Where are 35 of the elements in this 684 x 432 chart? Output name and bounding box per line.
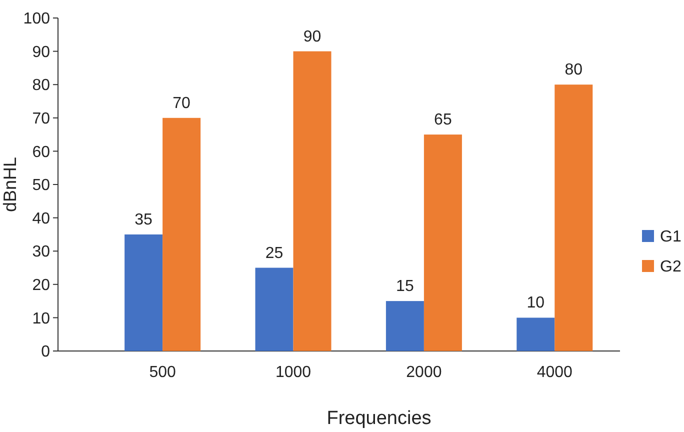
data-label: 80 (564, 62, 583, 79)
y-tick-label: 60 (32, 144, 50, 161)
y-tick-label: 20 (32, 277, 50, 294)
y-tick-label: 0 (41, 344, 50, 361)
data-label: 25 (265, 244, 284, 262)
bar (516, 318, 555, 351)
x-tick-label: 1000 (275, 364, 312, 381)
bar (293, 51, 332, 351)
bar (124, 234, 163, 351)
y-tick-label: 90 (32, 44, 50, 61)
y-tick-label: 50 (32, 177, 50, 194)
y-tick-label: 80 (32, 77, 50, 94)
x-tick-label: 500 (149, 364, 176, 381)
legend-label: G1 (660, 228, 682, 246)
y-axis-title: dBnHL (0, 156, 20, 212)
bar (162, 118, 201, 351)
data-label: 70 (172, 94, 191, 112)
y-tick-label: 70 (32, 110, 50, 128)
bar (554, 84, 593, 351)
bar (424, 134, 462, 351)
data-label: 15 (396, 278, 414, 296)
legend-label: G2 (660, 258, 682, 276)
bar (386, 301, 424, 351)
data-label: 35 (134, 211, 153, 228)
x-axis-title: Frequencies (326, 408, 432, 429)
y-tick-label: 100 (23, 10, 50, 28)
data-label: 65 (434, 112, 452, 129)
x-tick-label: 4000 (536, 364, 573, 381)
y-tick-label: 30 (32, 244, 50, 261)
y-tick-label: 40 (32, 210, 50, 228)
data-label: 90 (303, 28, 322, 46)
data-label: 10 (526, 294, 545, 312)
y-tick-label: 10 (32, 310, 50, 328)
bar (255, 268, 294, 351)
x-tick-label: 2000 (406, 364, 442, 381)
